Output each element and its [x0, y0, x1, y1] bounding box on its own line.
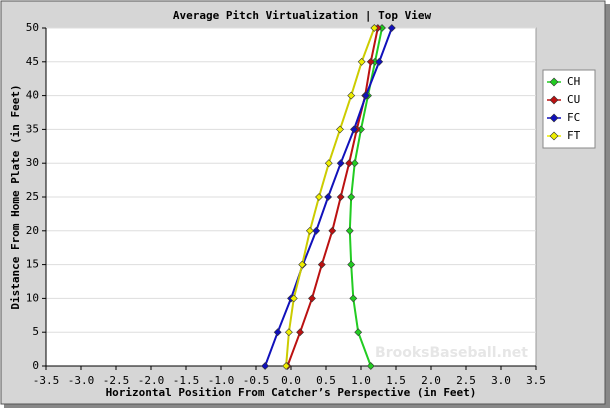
point-marker [296, 328, 305, 337]
legend-label: FT [567, 129, 581, 142]
point-marker [324, 159, 333, 168]
y-axis-label: Distance From Home Plate (in Feet) [9, 84, 22, 309]
point-marker [317, 260, 326, 269]
point-marker [298, 260, 307, 269]
point-marker [284, 328, 293, 337]
point-marker [347, 193, 356, 201]
x-tick-label: 0.5 [316, 374, 336, 387]
x-tick-label: 3.5 [526, 374, 546, 387]
x-tick-label: 0.0 [281, 374, 301, 387]
point-marker [328, 226, 337, 235]
point-marker [336, 159, 345, 168]
point-marker [361, 91, 370, 100]
x-tick-label: -3.0 [68, 374, 95, 387]
y-tick-label: 20 [26, 224, 39, 237]
point-marker [350, 125, 358, 134]
point-marker [324, 193, 333, 201]
legend-label: CH [567, 75, 580, 88]
point-marker [350, 159, 359, 168]
point-marker [366, 57, 375, 66]
legend-marker [549, 113, 559, 123]
point-marker [347, 260, 356, 269]
point-marker [357, 57, 366, 66]
point-marker [336, 125, 344, 134]
point-marker [282, 362, 291, 370]
y-tick-label: 45 [26, 55, 39, 68]
point-marker [289, 294, 298, 303]
chart-title: Average Pitch Virtualization | Top View [173, 9, 432, 22]
y-tick-label: 30 [26, 156, 39, 169]
x-tick-label: -1.5 [173, 374, 200, 387]
point-marker [354, 328, 363, 337]
point-marker [387, 24, 396, 32]
point-marker [345, 226, 354, 235]
point-marker [370, 24, 379, 32]
legend-marker [549, 77, 559, 87]
y-tick-label: 15 [26, 258, 39, 271]
y-tick-label: 50 [26, 21, 39, 34]
point-marker [366, 362, 375, 370]
point-marker [312, 226, 321, 235]
legend-marker [549, 131, 559, 141]
point-marker [349, 294, 358, 303]
x-tick-label: 2.5 [456, 374, 476, 387]
x-tick-label: -2.5 [103, 374, 130, 387]
point-marker [345, 159, 354, 168]
x-tick-label: -1.0 [208, 374, 235, 387]
x-tick-label: -3.5 [33, 374, 60, 387]
y-tick-label: 25 [26, 190, 39, 203]
point-marker [315, 193, 323, 201]
x-tick-label: -2.0 [138, 374, 165, 387]
x-tick-label: 2.0 [421, 374, 441, 387]
y-tick-label: 40 [26, 89, 39, 102]
legend-label: CU [567, 93, 580, 106]
x-tick-label: 3.0 [491, 374, 511, 387]
y-tick-label: 0 [32, 359, 39, 372]
point-marker [305, 226, 314, 235]
watermark: BrooksBaseball.net [375, 345, 528, 361]
y-tick-label: 10 [26, 291, 39, 304]
point-marker [375, 57, 384, 66]
y-tick-label: 35 [26, 122, 39, 135]
y-tick-label: 5 [32, 325, 39, 338]
x-tick-label: -0.5 [243, 374, 270, 387]
point-marker [347, 91, 356, 100]
x-axis-label: Horizontal Position From Catcher’s Persp… [106, 386, 477, 399]
legend-marker [549, 95, 559, 105]
legend-label: FC [567, 111, 580, 124]
point-marker [261, 362, 270, 370]
point-marker [273, 328, 282, 337]
x-tick-label: 1.0 [351, 374, 371, 387]
point-marker [308, 294, 316, 303]
x-tick-label: 1.5 [386, 374, 406, 387]
point-marker [336, 193, 345, 201]
